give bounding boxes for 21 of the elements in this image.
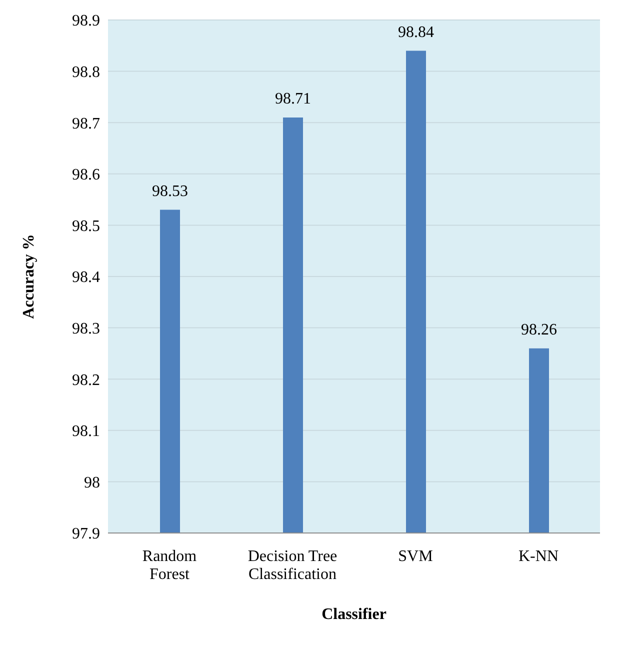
y-tick-label: 98.6: [72, 166, 100, 184]
x-tick-label: Random Forest: [142, 548, 198, 583]
data-label: 98.71: [275, 90, 311, 108]
y-tick-label: 98.5: [72, 218, 100, 235]
data-label: 98.26: [521, 321, 557, 338]
y-tick-label: 98.7: [72, 115, 100, 132]
data-label: 98.53: [152, 182, 188, 200]
data-label: 98.84: [398, 24, 434, 41]
y-tick-label: 98.1: [72, 423, 100, 440]
y-tick-label: 98.3: [72, 320, 100, 338]
y-tick-label: 98.2: [72, 372, 100, 389]
x-axis-title: Classifier: [322, 606, 386, 623]
y-axis-title: Accuracy %: [20, 234, 38, 319]
y-tick-label: 98: [84, 474, 100, 492]
y-tick-label: 98.9: [72, 12, 100, 30]
y-tick-label: 98.4: [72, 269, 100, 286]
x-tick-label: K-NN: [518, 548, 559, 565]
y-tick-label: 98.8: [72, 64, 100, 81]
x-tick-label: Decision Tree Classification: [248, 548, 338, 583]
y-tick-label: 97.9: [72, 526, 100, 543]
x-tick-label: SVM: [398, 548, 433, 565]
